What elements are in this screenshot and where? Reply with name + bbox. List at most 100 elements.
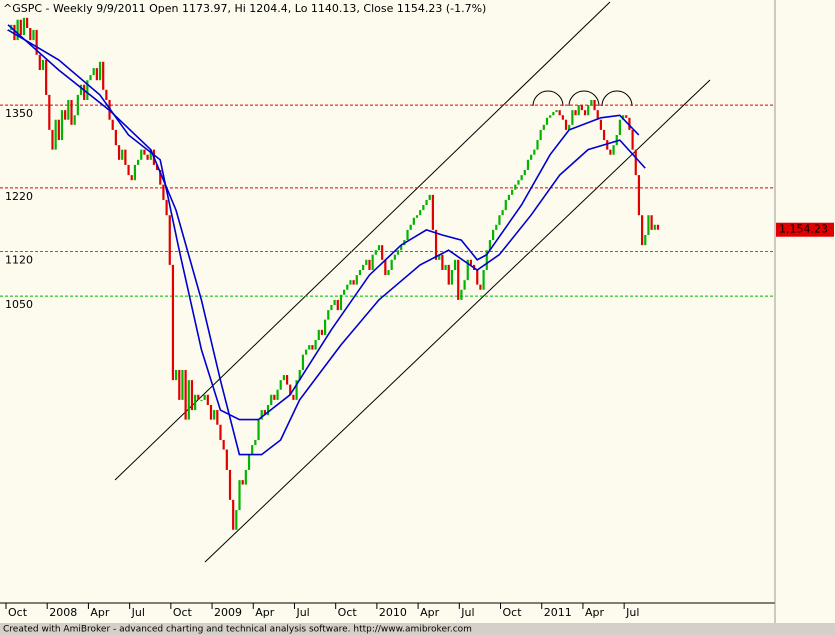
candle (155, 164, 159, 171)
candle (330, 305, 333, 311)
candle (254, 439, 257, 446)
candle (501, 210, 504, 216)
x-tick-label: Apr (420, 606, 440, 619)
candle (450, 269, 453, 285)
candle (580, 105, 583, 111)
candle (219, 424, 222, 440)
candle (73, 115, 76, 125)
candle (232, 499, 235, 530)
candle (102, 61, 105, 90)
candle (260, 410, 263, 420)
candle (431, 194, 434, 230)
candle (327, 310, 330, 320)
candle (222, 439, 225, 450)
candle (247, 454, 251, 470)
candle (504, 199, 507, 211)
candle (514, 184, 517, 190)
moving-average (7, 29, 640, 421)
candle (390, 259, 393, 270)
pattern-arc (601, 90, 633, 107)
candle (602, 129, 606, 141)
candle (377, 245, 381, 251)
candle (92, 68, 95, 76)
candle (606, 140, 609, 150)
pattern-arc (532, 90, 564, 107)
candle (60, 110, 64, 141)
candle (111, 119, 114, 130)
candle (396, 250, 400, 255)
candle (621, 115, 625, 120)
candle (124, 149, 127, 165)
candle (181, 369, 184, 400)
candle (178, 369, 181, 400)
candle (526, 159, 530, 171)
candle (469, 259, 473, 265)
candle (51, 129, 54, 150)
x-tick-label: 2008 (49, 606, 77, 619)
candle (184, 369, 187, 420)
x-tick-label: 2010 (379, 606, 407, 619)
candle (251, 445, 254, 455)
candle (583, 110, 587, 116)
candle (257, 419, 260, 440)
candle (552, 112, 555, 116)
candle (444, 264, 447, 270)
candle (146, 154, 149, 160)
candle (387, 269, 390, 276)
x-tick-label: Apr (90, 606, 110, 619)
candle (26, 17, 29, 29)
candle (121, 149, 124, 160)
candle (270, 394, 273, 405)
candle (213, 410, 216, 420)
candle (159, 170, 162, 185)
last-price-box (776, 222, 834, 237)
candle (149, 149, 152, 160)
candle (13, 24, 16, 41)
candle (492, 229, 495, 241)
candle (460, 289, 463, 300)
candle (86, 80, 89, 100)
candle (285, 375, 289, 385)
candle (241, 480, 244, 485)
x-tick-label: Jul (295, 606, 309, 619)
candle (225, 449, 228, 470)
candle (520, 175, 523, 181)
x-tick-label: Apr (255, 606, 275, 619)
candle (19, 19, 22, 36)
footer-bar (0, 623, 835, 635)
candle (488, 240, 492, 251)
candle (558, 110, 561, 116)
candle (76, 94, 79, 116)
candle (609, 149, 612, 155)
x-tick-label: Jul (625, 606, 639, 619)
candle (140, 149, 143, 160)
candle (555, 110, 558, 113)
candle (282, 375, 285, 381)
candle (32, 29, 35, 41)
candle (365, 259, 368, 265)
candle (577, 105, 580, 116)
candle (523, 170, 526, 176)
candle (45, 59, 48, 95)
candle (631, 129, 634, 150)
candle (362, 264, 365, 270)
x-tick-label: Jul (460, 606, 474, 619)
candle (599, 119, 602, 130)
candle (542, 124, 545, 130)
candle (130, 175, 133, 181)
candle (16, 19, 19, 41)
candle (374, 250, 377, 255)
candle (117, 145, 121, 160)
candle (114, 129, 117, 146)
candle (495, 224, 498, 230)
y-tick-label: 1220 (5, 190, 33, 203)
candle (320, 329, 324, 335)
candle (343, 289, 346, 295)
candle (41, 59, 45, 71)
candle (539, 129, 542, 141)
x-tick-label: Oct (173, 606, 193, 619)
candle (171, 264, 175, 381)
candle (466, 259, 469, 281)
